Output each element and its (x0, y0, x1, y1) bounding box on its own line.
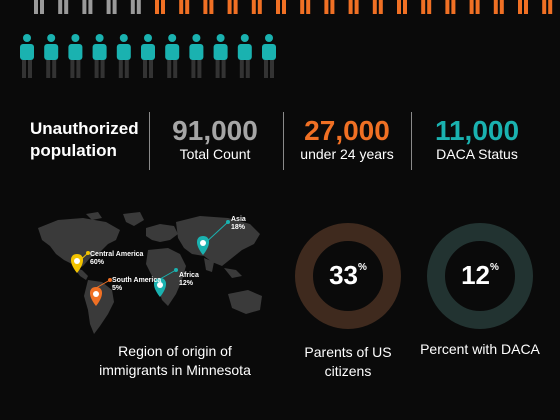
parents-donut-track (295, 223, 401, 329)
person-icon (106, 0, 117, 14)
person-icon (227, 0, 238, 14)
person-icon (348, 0, 359, 14)
map-caption: Region of origin of immigrants in Minnes… (99, 343, 251, 378)
person-icon (518, 0, 528, 14)
person-icon (203, 0, 214, 14)
person-icon (251, 0, 262, 14)
daca-status-value: 11,000 (434, 115, 520, 146)
person-icon (165, 34, 180, 78)
map-markers (70, 220, 230, 306)
person-icon (300, 0, 311, 14)
person-icon (421, 0, 432, 14)
person-icon (276, 0, 286, 14)
person-icon (237, 34, 252, 78)
people-icon-rows (20, 0, 553, 78)
person-icon (493, 0, 504, 14)
stats-divider (411, 112, 412, 170)
world-map (38, 212, 262, 334)
asia-pointer-dot (226, 220, 230, 224)
person-icon (68, 34, 83, 78)
person-icon (116, 34, 131, 78)
person-icon (58, 0, 69, 14)
total-count-label: Total Count (179, 146, 251, 162)
central-america-pointer-dot (86, 251, 90, 255)
person-icon (397, 0, 407, 14)
person-icon (213, 34, 228, 78)
daca-status-label: DACA Status (436, 146, 518, 162)
person-icon (82, 0, 93, 14)
person-icon (542, 0, 553, 14)
daca-percent-label: 12% (461, 260, 499, 290)
daca-donut-track (427, 223, 533, 329)
africa-pointer-dot (174, 268, 178, 272)
person-icon (372, 0, 383, 14)
parents-percent-label: 33% (329, 260, 367, 290)
person-icon (445, 0, 456, 14)
person-icon (34, 0, 44, 14)
person-icon (92, 34, 107, 78)
stats-divider (283, 112, 284, 170)
person-icon (179, 0, 190, 14)
person-icon (189, 34, 204, 78)
africa-pointer-line (159, 269, 177, 280)
central-america-label: Central America 60% (90, 251, 144, 266)
person-icon (262, 34, 276, 78)
stats-heading: Unauthorized population (30, 119, 139, 160)
parents-caption: Parents of US citizens (304, 344, 392, 379)
under-24-label: under 24 years (300, 146, 394, 162)
daca-donut-chart (427, 223, 533, 329)
person-icon (141, 34, 155, 78)
person-icon (324, 0, 335, 14)
daca-caption: Percent with DACA (420, 341, 540, 357)
africa-label: Africa 12% (179, 272, 199, 287)
total-count-value: 91,000 (172, 115, 258, 146)
asia-label: Asia 18% (231, 216, 246, 231)
south-america-pointer-dot (108, 278, 112, 282)
person-icon (44, 34, 59, 78)
under-24-value: 27,000 (304, 115, 390, 146)
south-america-label: South America 5% (112, 277, 162, 292)
person-icon (130, 0, 141, 14)
parents-donut-chart (295, 223, 401, 329)
person-icon (469, 0, 480, 14)
stats-divider (149, 112, 150, 170)
person-icon (20, 34, 34, 78)
person-icon (155, 0, 165, 14)
south-america-pointer-line (95, 279, 111, 289)
